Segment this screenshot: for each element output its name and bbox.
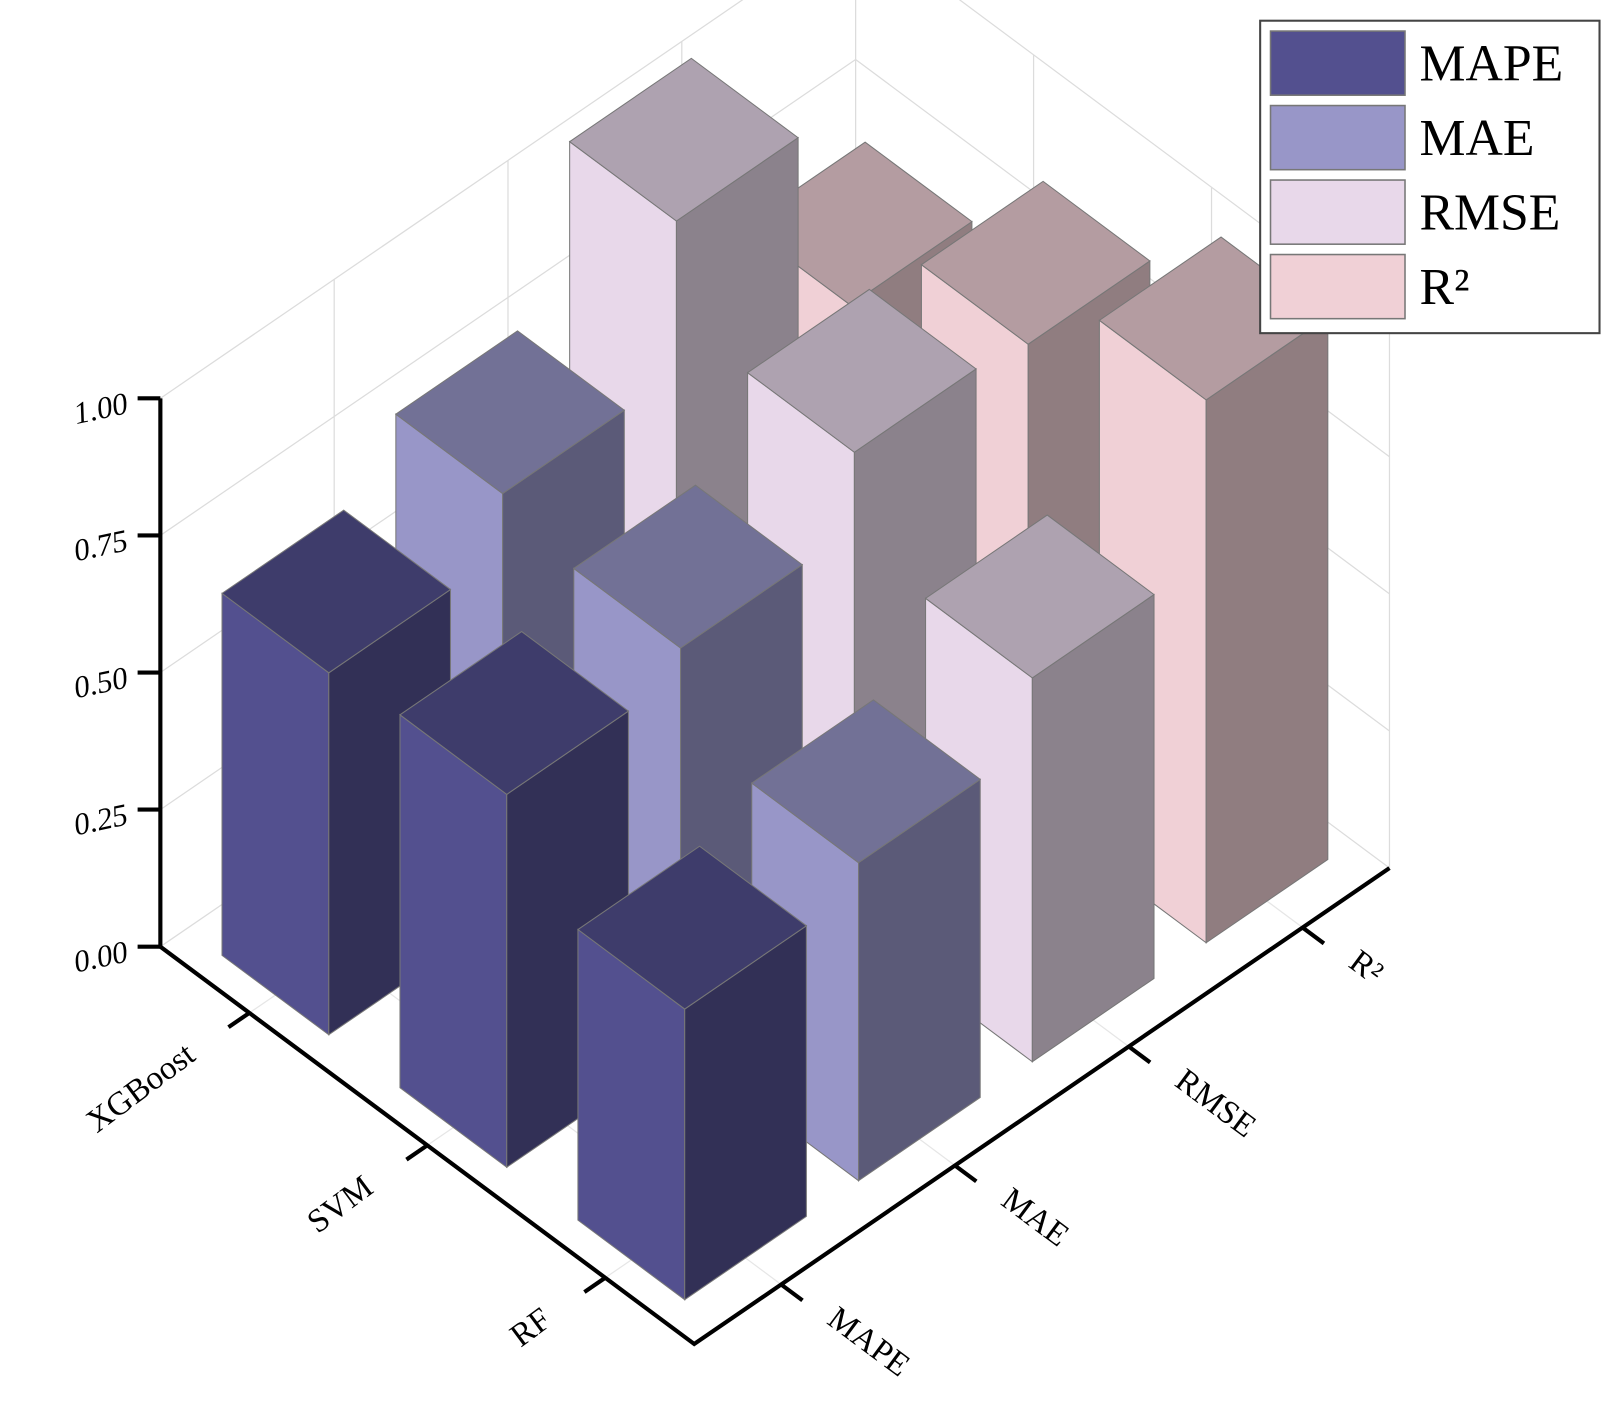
legend-label: MAPE (1419, 36, 1563, 93)
floor-axis (159, 866, 1391, 1347)
bar-top (221, 509, 452, 674)
z-tick (1127, 1044, 1152, 1065)
bar-side (1205, 315, 1329, 944)
legend-label: R² (1419, 259, 1469, 316)
bar (577, 845, 808, 1301)
legend-swatch (1269, 179, 1406, 245)
legend: MAPE MAE RMSE R² (1259, 19, 1601, 335)
legend-swatch (1269, 104, 1406, 171)
x-tick (583, 1276, 607, 1294)
bar-top (394, 330, 626, 495)
bar-top (572, 484, 804, 649)
z-tick (1301, 925, 1326, 946)
bar-top (568, 57, 799, 222)
bar-top (577, 845, 808, 1010)
bar-top (924, 514, 1155, 679)
z-tick (779, 1282, 804, 1303)
legend-swatch (1269, 253, 1406, 320)
legend-label: RMSE (1419, 185, 1560, 242)
bar-top (399, 630, 630, 796)
z-tick (953, 1163, 978, 1184)
bar-top (746, 288, 977, 453)
bar-top (742, 141, 973, 306)
legend-swatch (1269, 30, 1406, 96)
bar-top (750, 699, 982, 864)
bar-top (920, 180, 1151, 345)
x-tick (227, 1011, 251, 1029)
x-tick (405, 1143, 429, 1162)
legend-label: MAE (1419, 110, 1534, 167)
